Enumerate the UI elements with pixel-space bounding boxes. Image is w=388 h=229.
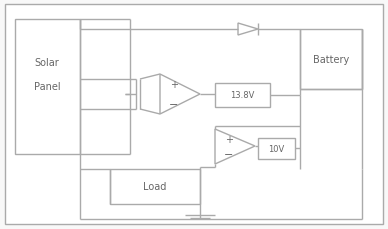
FancyBboxPatch shape	[258, 138, 295, 159]
Text: +: +	[225, 134, 233, 144]
Text: Load: Load	[143, 181, 167, 191]
FancyBboxPatch shape	[5, 5, 383, 224]
Polygon shape	[215, 129, 255, 164]
FancyBboxPatch shape	[300, 30, 362, 90]
Text: Battery: Battery	[313, 55, 349, 65]
Text: 13.8V: 13.8V	[230, 91, 254, 100]
FancyBboxPatch shape	[15, 20, 80, 154]
Polygon shape	[238, 24, 258, 36]
Polygon shape	[160, 75, 200, 114]
Text: Solar

Panel: Solar Panel	[34, 58, 60, 91]
Text: −: −	[169, 100, 179, 109]
Text: −: −	[224, 149, 234, 159]
FancyBboxPatch shape	[110, 169, 200, 204]
Text: 10V: 10V	[268, 144, 284, 153]
FancyBboxPatch shape	[215, 84, 270, 108]
Text: +: +	[170, 80, 178, 90]
